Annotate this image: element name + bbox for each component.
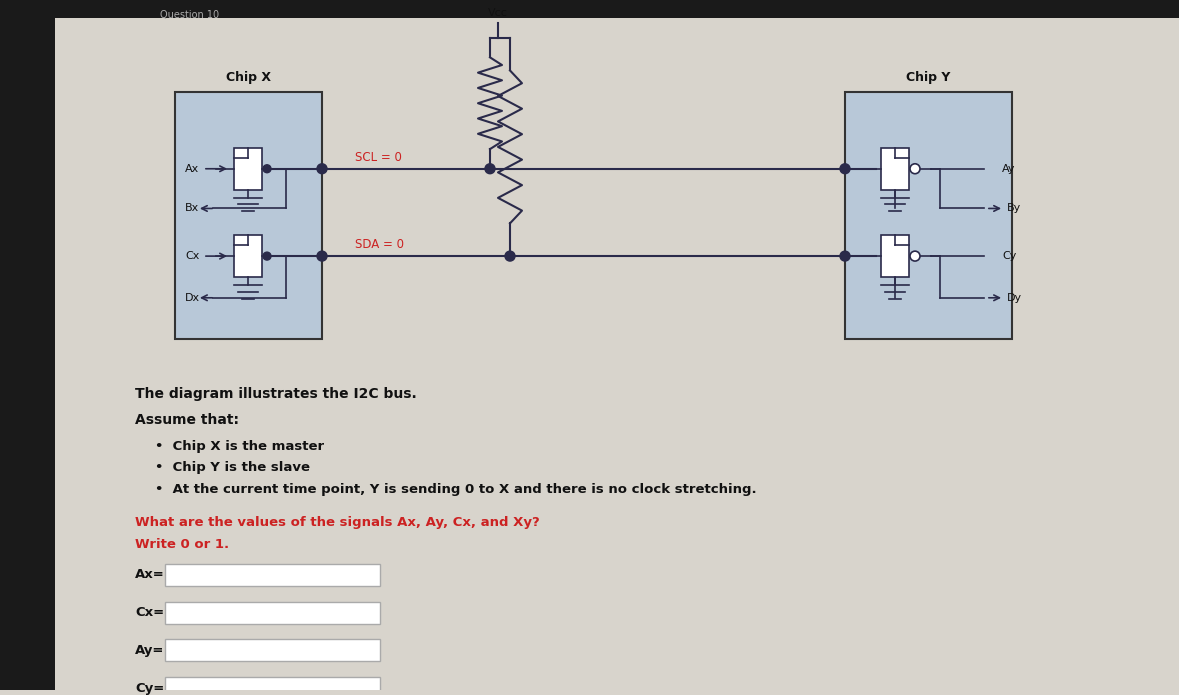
Text: Cx=: Cx=	[136, 606, 164, 619]
Text: SCL = 0: SCL = 0	[355, 151, 402, 164]
Text: Ax=: Ax=	[136, 569, 165, 582]
Text: Dx: Dx	[185, 293, 200, 303]
Bar	[881, 235, 909, 277]
Text: Cy: Cy	[1002, 251, 1016, 261]
Text: What are the values of the signals Ax, Ay, Cx, and Xy?: What are the values of the signals Ax, A…	[136, 516, 540, 529]
Text: Ay: Ay	[1002, 164, 1015, 174]
Text: Bx: Bx	[185, 204, 199, 213]
Circle shape	[317, 251, 327, 261]
Text: •  Chip Y is the slave: • Chip Y is the slave	[154, 461, 310, 475]
Circle shape	[317, 164, 327, 174]
Text: Chip Y: Chip Y	[907, 72, 950, 84]
Text: Chip X: Chip X	[226, 72, 271, 84]
Circle shape	[839, 164, 850, 174]
Bar	[233, 235, 262, 277]
Bar	[165, 639, 380, 662]
Bar	[174, 92, 322, 339]
Text: SDA = 0: SDA = 0	[355, 238, 404, 251]
Circle shape	[505, 251, 515, 261]
Text: By: By	[1007, 204, 1021, 213]
Bar	[0, 0, 55, 690]
Bar	[881, 148, 909, 190]
Circle shape	[263, 165, 271, 173]
Bar	[0, 0, 1179, 18]
Text: Cy=: Cy=	[136, 682, 164, 694]
Bar	[165, 677, 380, 695]
Text: Cx: Cx	[185, 251, 199, 261]
Bar	[165, 564, 380, 586]
Circle shape	[839, 251, 850, 261]
Text: •  Chip X is the master: • Chip X is the master	[154, 439, 324, 452]
Circle shape	[485, 164, 495, 174]
Bar	[845, 92, 1012, 339]
Bar	[165, 602, 380, 623]
Text: The diagram illustrates the I2C bus.: The diagram illustrates the I2C bus.	[136, 387, 416, 401]
Bar	[233, 148, 262, 190]
Text: Ax: Ax	[185, 164, 199, 174]
Text: Dy: Dy	[1007, 293, 1022, 303]
Text: Write 0 or 1.: Write 0 or 1.	[136, 538, 229, 551]
Text: Vcc: Vcc	[488, 8, 508, 18]
Circle shape	[263, 252, 271, 260]
Text: Assume that:: Assume that:	[136, 414, 239, 427]
Text: Ay=: Ay=	[136, 644, 164, 657]
Circle shape	[910, 251, 920, 261]
Text: •  At the current time point, Y is sending 0 to X and there is no clock stretchi: • At the current time point, Y is sendin…	[154, 483, 757, 496]
Text: Question 10: Question 10	[160, 10, 219, 20]
Circle shape	[910, 164, 920, 174]
